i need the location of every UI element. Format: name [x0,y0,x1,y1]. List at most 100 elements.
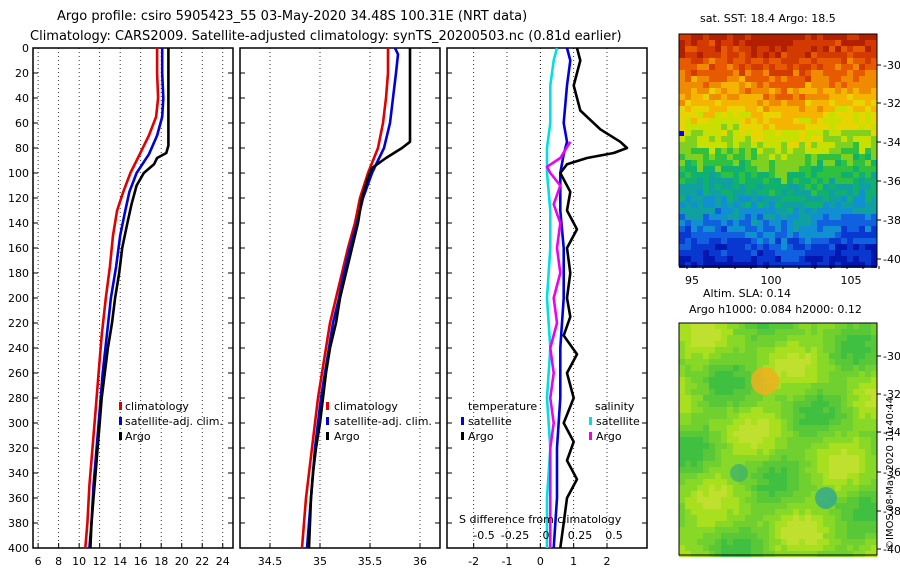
sla-pixel [853,467,859,473]
sla-pixel [787,341,793,347]
sst-pixel [823,190,829,196]
sst-pixel [739,52,745,58]
sst-pixel [733,106,739,112]
sla-pixel [703,329,709,335]
sst-pixel [787,40,793,46]
sla-pixel [727,479,733,485]
sla-pixel [751,545,757,551]
sla-pixel [859,545,865,551]
sla-pixel [817,485,823,491]
sst-y-tick-label: -34 [883,136,900,149]
sst-pixel [865,154,871,160]
sla-pixel [787,413,793,419]
sst-pixel [685,76,691,82]
sla-pixel [853,539,859,545]
sst-pixel [841,172,847,178]
sst-pixel [859,148,865,154]
sla-pixel [853,431,859,437]
sst-pixel [853,262,859,268]
sla-pixel [769,473,775,479]
sst-pixel [829,82,835,88]
sst-pixel [817,82,823,88]
sst-pixel [829,208,835,214]
sla-pixel [871,521,877,527]
sla-pixel [787,551,793,557]
sla-pixel [739,377,745,383]
sst-pixel [781,262,787,268]
sla-pixel [781,461,787,467]
sla-pixel [841,335,847,341]
sst-pixel [679,256,685,262]
x-tick-label: 24 [216,555,230,568]
sst-pixel [787,76,793,82]
sst-pixel [847,244,853,250]
sla-pixel [871,497,877,503]
sst-pixel [793,124,799,130]
sla-pixel [811,347,817,353]
sla-pixel [727,467,733,473]
sst-pixel [835,130,841,136]
sla-pixel [679,341,685,347]
sst-pixel [841,34,847,40]
sla-pixel [733,323,739,329]
sst-pixel [751,154,757,160]
sst-pixel [793,190,799,196]
sla-pixel [805,323,811,329]
sla-pixel [865,449,871,455]
sla-pixel [715,443,721,449]
sst-pixel [847,52,853,58]
sst-pixel [799,250,805,256]
sst-pixel [715,202,721,208]
sla-pixel [679,503,685,509]
sst-pixel [769,40,775,46]
sla-pixel [721,407,727,413]
sst-pixel [817,250,823,256]
sla-pixel [817,443,823,449]
sst-pixel [775,88,781,94]
sla-pixel [871,425,877,431]
sla-pixel [745,497,751,503]
sst-pixel [865,226,871,232]
sla-pixel [871,353,877,359]
sla-pixel [679,413,685,419]
sst-pixel [775,244,781,250]
sla-pixel [793,545,799,551]
sla-pixel [853,545,859,551]
sst-pixel [691,148,697,154]
sst-pixel [787,178,793,184]
sla-pixel [847,413,853,419]
sst-pixel [799,232,805,238]
sla-pixel [727,359,733,365]
sst-pixel [697,130,703,136]
sla-pixel [739,551,745,557]
sla-pixel [853,353,859,359]
sst-pixel [805,88,811,94]
sst-pixel [775,70,781,76]
sst-pixel [865,64,871,70]
sla-pixel [679,533,685,539]
sla-pixel [805,479,811,485]
sla-pixel [817,419,823,425]
sla-pixel [697,335,703,341]
sla-pixel [865,359,871,365]
sla-pixel [865,473,871,479]
sst-pixel [709,100,715,106]
sla-pixel [721,401,727,407]
sla-pixel [679,479,685,485]
sla-pixel [721,539,727,545]
sst-pixel [847,82,853,88]
sst-pixel [679,58,685,64]
sst-pixel [805,178,811,184]
sst-pixel [871,136,877,142]
sla-pixel [823,479,829,485]
sst-pixel [787,256,793,262]
sst-pixel [733,76,739,82]
sst-pixel [727,238,733,244]
sla-pixel [829,365,835,371]
sla-pixel [763,551,769,557]
sla-pixel [763,431,769,437]
sst-pixel [859,202,865,208]
sla-pixel [841,461,847,467]
sla-pixel [781,323,787,329]
sla-pixel [799,479,805,485]
